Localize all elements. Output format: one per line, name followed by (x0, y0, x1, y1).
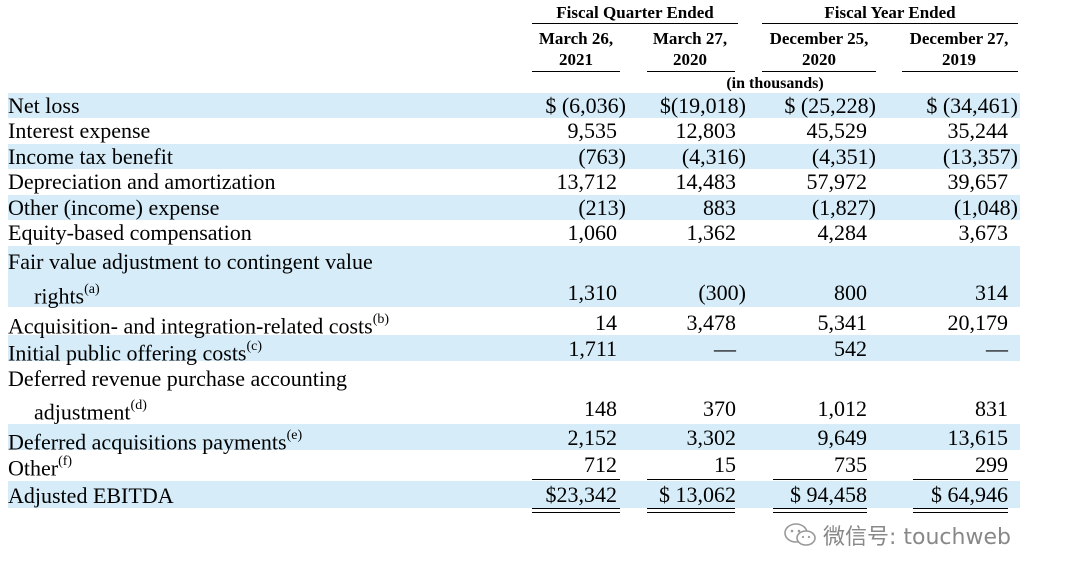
cell: $(19,018) (659, 93, 746, 118)
cell: (213) (578, 195, 626, 220)
cell-total: $ 64,946 (931, 482, 1008, 507)
cell: (1,048) (953, 195, 1018, 220)
band-net-loss (8, 93, 1020, 118)
header-quarter-rule (532, 23, 738, 24)
watermark: 微信号: touchweb (783, 519, 1011, 551)
cell-total: $ 13,062 (659, 482, 736, 507)
cell: 39,657 (947, 169, 1009, 194)
cell: 13,712 (556, 169, 618, 194)
cell: 14,483 (675, 169, 737, 194)
cell: — (714, 336, 736, 361)
cell: 13,615 (947, 425, 1009, 450)
col-rule-3 (762, 71, 876, 72)
cell: 35,244 (947, 118, 1009, 143)
header-fiscal-year: Fiscal Year Ended (824, 3, 956, 22)
band-adjusted-ebitda (8, 481, 1020, 508)
cell: (1,827) (811, 195, 876, 220)
unit-label: (in thousands) (726, 75, 824, 92)
row-label-depreciation: Depreciation and amortization (8, 169, 276, 194)
row-label-deferred-acq-payments: Deferred acquisitions payments(e) (8, 428, 303, 455)
cell: 5,341 (817, 310, 868, 335)
row-label-deferred-revenue-adj: adjustment(d) (34, 398, 147, 425)
row-label-fair-value-rights: rights(a) (34, 282, 100, 309)
cell: 883 (703, 195, 736, 220)
cell: 299 (975, 452, 1008, 477)
row-label-equity-comp: Equity-based compensation (8, 220, 252, 245)
cell: 831 (975, 396, 1008, 421)
col-rule-4 (902, 71, 1018, 72)
cell: 4,284 (817, 220, 868, 245)
cell: 1,362 (686, 220, 737, 245)
row-label-other-income-expense: Other (income) expense (8, 195, 220, 220)
cell: 1,310 (567, 280, 618, 305)
subtotal-rule-2 (647, 479, 735, 480)
total-double-rule-4 (913, 508, 1008, 513)
cell: (4,351) (811, 144, 876, 169)
cell: 3,302 (686, 425, 737, 450)
col-header-1: March 26, 2021 (538, 29, 614, 69)
cell: 712 (584, 452, 617, 477)
cell: 9,649 (817, 425, 868, 450)
subtotal-rule-4 (913, 479, 1008, 480)
col-rule-1 (532, 71, 620, 72)
watermark-text: 微信号: touchweb (823, 525, 1011, 550)
cell: 14 (595, 310, 617, 335)
header-fiscal-quarter: Fiscal Quarter Ended (556, 3, 714, 22)
cell: 1,012 (817, 396, 868, 421)
cell: 314 (975, 280, 1008, 305)
row-label-interest-expense: Interest expense (8, 118, 151, 143)
row-label-fair-value: Fair value adjustment to contingent valu… (8, 249, 373, 274)
cell: (763) (578, 144, 626, 169)
cell: 12,803 (675, 118, 737, 143)
cell: 1,060 (567, 220, 618, 245)
cell: 1,711 (568, 336, 617, 361)
wechat-icon (784, 523, 816, 546)
cell: 800 (834, 280, 867, 305)
cell: (300) (698, 280, 746, 305)
cell: 20,179 (947, 310, 1009, 335)
cell: — (986, 336, 1008, 361)
cell: 542 (834, 336, 867, 361)
col-header-2: March 27, 2020 (652, 29, 728, 69)
cell-total: $ 94,458 (790, 482, 867, 507)
col-header-4: December 27, 2019 (909, 29, 1009, 69)
row-label-deferred-revenue: Deferred revenue purchase accounting (8, 366, 347, 391)
cell: (4,316) (681, 144, 746, 169)
col-rule-2 (647, 71, 735, 72)
cell: $ (25,228) (784, 93, 876, 118)
cell: 3,478 (686, 310, 737, 335)
total-double-rule-1 (532, 508, 620, 513)
total-double-rule-3 (773, 508, 867, 513)
cell: 370 (703, 396, 736, 421)
band-fair-value (8, 246, 1020, 307)
row-label-adjusted-ebitda: Adjusted EBITDA (8, 483, 174, 508)
subtotal-rule-3 (773, 479, 867, 480)
cell-total: $23,342 (545, 482, 618, 507)
row-label-ipo-costs: Initial public offering costs(c) (8, 339, 263, 366)
total-double-rule-2 (647, 508, 735, 513)
cell: $ (34,461) (926, 93, 1018, 118)
cell: 15 (714, 452, 736, 477)
subtotal-rule-1 (532, 479, 620, 480)
cell: 148 (584, 396, 617, 421)
row-label-net-loss: Net loss (8, 93, 80, 118)
cell: 3,673 (958, 220, 1009, 245)
cell: 45,529 (806, 118, 868, 143)
row-label-acquisition-costs: Acquisition- and integration-related cos… (8, 312, 390, 339)
band-deferred-acq (8, 424, 1020, 450)
cell: 57,972 (806, 169, 868, 194)
cell: 9,535 (567, 118, 618, 143)
header-year-rule (762, 23, 1018, 24)
band-ipo-costs (8, 335, 1020, 361)
band-other-income (8, 195, 1020, 220)
row-label-other: Other(f) (8, 454, 73, 481)
cell: $ (6,036) (545, 93, 626, 118)
row-label-income-tax-benefit: Income tax benefit (8, 144, 173, 169)
col-header-3: December 25, 2020 (769, 29, 869, 69)
band-income-tax (8, 144, 1020, 169)
cell: (13,357) (942, 144, 1018, 169)
cell: 2,152 (567, 425, 618, 450)
cell: 735 (834, 452, 867, 477)
